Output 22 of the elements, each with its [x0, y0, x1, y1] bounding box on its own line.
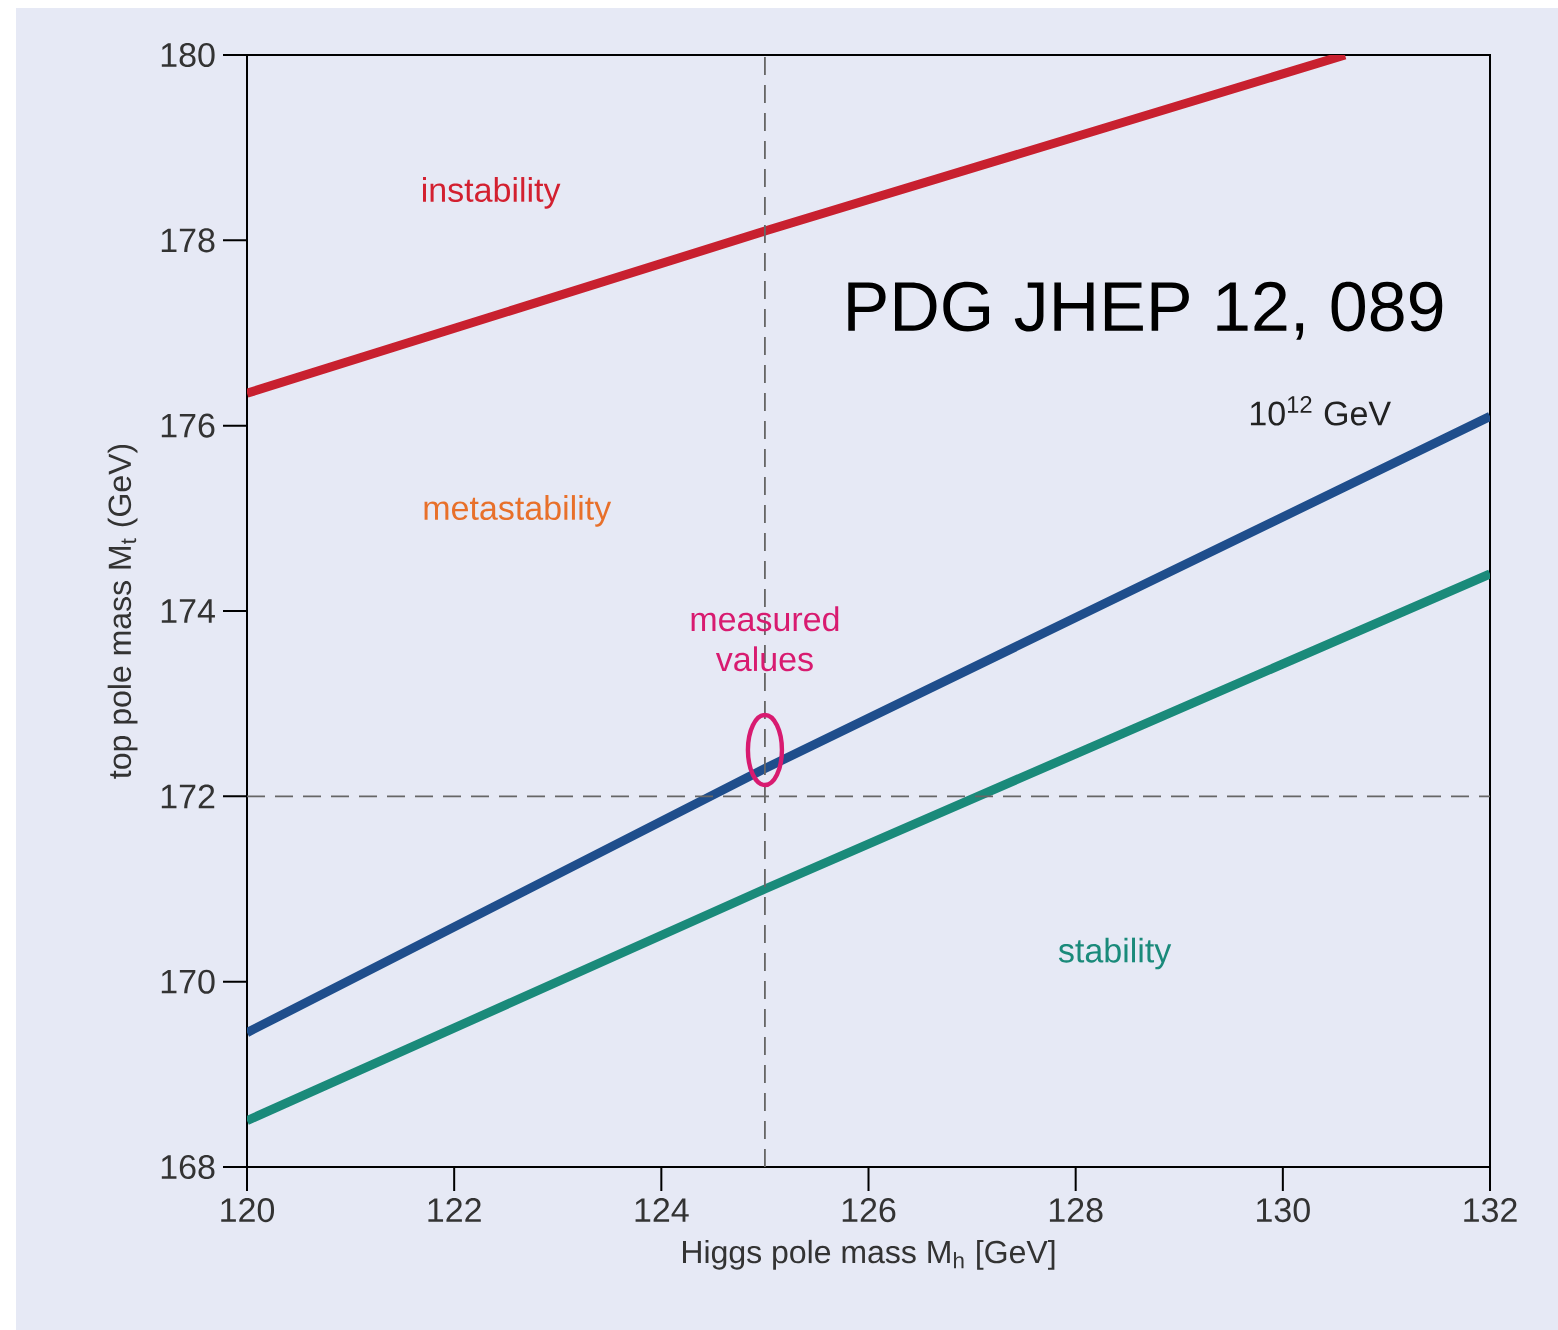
- y-tick-label: 168: [161, 1154, 215, 1180]
- annotation: stability: [1058, 937, 1172, 970]
- x-tick-label: 122: [428, 1198, 481, 1222]
- y-axis-title: top pole mass M$_{t}$ (GeV): [107, 444, 138, 779]
- x-tick-label: 130: [1257, 1198, 1310, 1223]
- y-tick-label: 172: [161, 784, 215, 809]
- x-tick-label: 120: [221, 1198, 275, 1223]
- annotation: measured values: [691, 606, 839, 672]
- y-tick-label: 180: [161, 42, 215, 68]
- annotation: PDG JHEP 12, 089: [848, 281, 1443, 340]
- annotation: instability: [423, 177, 561, 209]
- x-axis-title: Higgs pole mass M$_{h}$ [GeV]: [683, 1239, 1055, 1270]
- y-tick-label: 176: [161, 413, 215, 438]
- annotation: 10$^{12}$ GeV: [1250, 396, 1391, 426]
- annotation: metastability: [424, 495, 612, 527]
- x-tick-label: 128: [1049, 1198, 1103, 1223]
- y-tick-label: 178: [161, 228, 215, 253]
- x-tick-label: 126: [842, 1198, 896, 1223]
- y-tick-label: 170: [161, 969, 215, 994]
- y-tick-label: 174: [161, 599, 215, 623]
- x-tick-label: 124: [635, 1198, 689, 1222]
- x-tick-label: 132: [1464, 1198, 1517, 1223]
